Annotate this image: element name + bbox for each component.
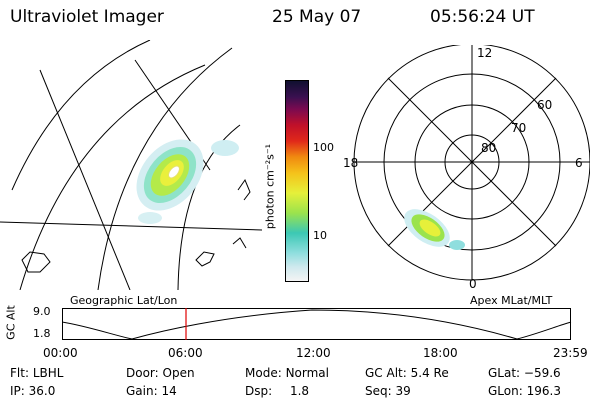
date-label: 25 May 07 xyxy=(272,7,362,27)
seq-label: Seq: xyxy=(365,384,392,398)
mode-label: Mode: xyxy=(245,366,282,380)
status-gain: Gain: 14 xyxy=(126,384,177,398)
colorbar-tick-100: 100 xyxy=(313,141,334,154)
altitude-xtick-1200: 12:00 xyxy=(296,346,331,360)
status-dsp: Dsp: 1.8 xyxy=(245,384,309,398)
mlt-label-0: 0 xyxy=(469,277,477,290)
gcalt-value: 5.4 Re xyxy=(410,366,449,380)
status-door: Door: Open xyxy=(126,366,195,380)
status-flt: Flt: LBHL xyxy=(10,366,63,380)
coastlines xyxy=(21,178,251,273)
glat-value: −59.6 xyxy=(523,366,561,380)
status-gc-alt: GC Alt: 5.4 Re xyxy=(365,366,449,380)
altitude-plot xyxy=(62,308,572,340)
dsp-value: 1.8 xyxy=(289,384,310,398)
mlt-label-12: 12 xyxy=(477,46,492,60)
colorbar xyxy=(285,80,309,282)
altitude-xtick-2359: 23:59 xyxy=(553,346,588,360)
dsp-label: Dsp: xyxy=(245,384,273,398)
altitude-curve xyxy=(62,309,572,340)
instrument-title: Ultraviolet Imager xyxy=(10,7,164,27)
altitude-ytick-1-8: 1.8 xyxy=(33,327,51,340)
door-label: Door: xyxy=(126,366,159,380)
status-mode: Mode: Normal xyxy=(245,366,329,380)
colorbar-label: photon cm⁻²s⁻¹ xyxy=(263,143,277,230)
status-glat: GLat: −59.6 xyxy=(488,366,561,380)
time-label: 05:56:24 UT xyxy=(430,7,535,27)
lat-label-60: 60 xyxy=(537,98,552,112)
glon-value: 196.3 xyxy=(526,384,561,398)
glat-label: GLat: xyxy=(488,366,521,380)
aurora-emission xyxy=(136,139,239,224)
colorbar-tick-10: 10 xyxy=(313,229,327,242)
grid-lat-arc xyxy=(11,40,151,191)
polar-panel: 12 18 6 0 60 70 80 xyxy=(343,45,590,290)
mlt-label-6: 6 xyxy=(575,156,583,170)
altitude-xtick-1800: 18:00 xyxy=(423,346,458,360)
seq-value: 39 xyxy=(395,384,411,398)
grid-lat-arc xyxy=(97,47,233,290)
gcalt-label: GC Alt: xyxy=(365,366,407,380)
flt-label: Flt: xyxy=(10,366,29,380)
polar-label: Apex MLat/MLT xyxy=(470,294,553,307)
flt-value: LBHL xyxy=(32,366,64,380)
gain-value: 14 xyxy=(161,384,177,398)
grid-lat-arc xyxy=(19,64,206,290)
mode-value: Normal xyxy=(285,366,329,380)
grid-lon-line xyxy=(39,69,131,290)
altitude-xtick-0000: 00:00 xyxy=(43,346,78,360)
door-value: Open xyxy=(162,366,195,380)
glon-label: GLon: xyxy=(488,384,523,398)
altitude-xtick-0600: 06:00 xyxy=(168,346,203,360)
altitude-plot-frame xyxy=(62,308,571,340)
altitude-ylabel: GC Alt xyxy=(4,305,18,340)
ip-label: IP: xyxy=(10,384,25,398)
ip-value: 36.0 xyxy=(28,384,56,398)
lat-label-70: 70 xyxy=(511,121,526,135)
grid-lon-line xyxy=(0,221,263,231)
lat-label-80: 80 xyxy=(481,141,496,155)
geographic-label: Geographic Lat/Lon xyxy=(70,294,178,307)
status-ip: IP: 36.0 xyxy=(10,384,55,398)
status-seq: Seq: 39 xyxy=(365,384,411,398)
geographic-image-panel xyxy=(0,40,263,290)
status-glon: GLon: 196.3 xyxy=(488,384,561,398)
mlt-label-18: 18 xyxy=(343,156,358,170)
altitude-ytick-9: 9.0 xyxy=(33,305,51,318)
polar-aurora-emission xyxy=(404,209,465,250)
gain-label: Gain: xyxy=(126,384,158,398)
